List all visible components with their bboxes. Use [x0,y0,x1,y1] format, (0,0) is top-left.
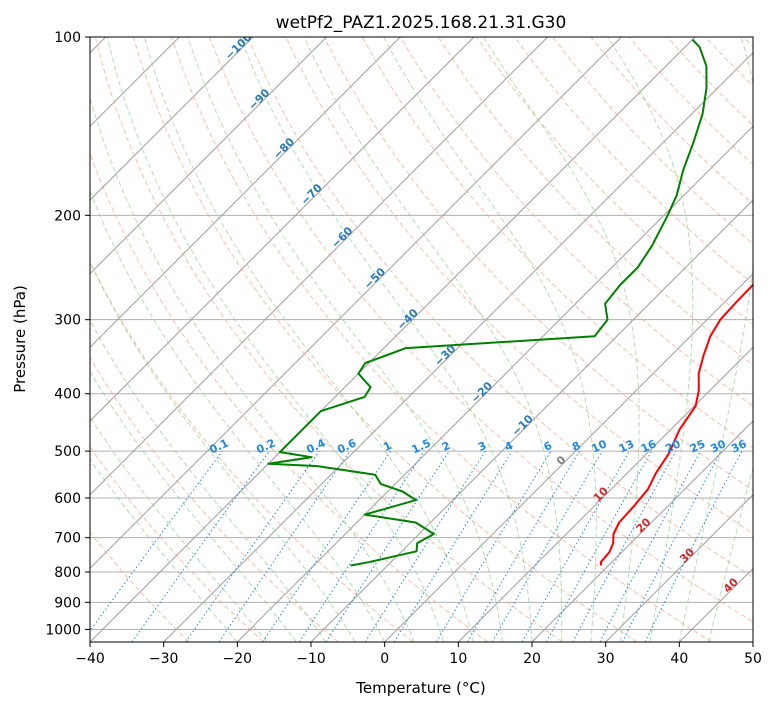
isotherm-label: −10 [509,412,536,439]
moist-adiabat-line [240,37,532,642]
dry-adiabat-line [19,37,413,642]
x-axis-label: Temperature (°C) [355,679,485,697]
dry-adiabat-line [438,37,775,642]
isotherm-label: 30 [677,545,697,565]
y-tick-label: 400 [54,387,81,403]
mixing-ratio-line [468,451,580,642]
mixing-ratio-label: 4 [503,439,516,454]
isotherm-label: −90 [246,86,273,113]
x-tick-label: 10 [449,651,467,667]
x-tick-label: 20 [523,651,541,667]
x-tick-label: 0 [380,651,389,667]
x-tick-label: −40 [75,651,105,667]
chart-title: wetPf2_PAZ1.2025.168.21.31.G30 [276,13,567,33]
isotherm-label: −70 [298,181,325,208]
mixing-ratio-label: 20 [663,437,683,455]
y-tick-label: 300 [54,313,81,329]
isotherm-label: −60 [329,224,356,251]
y-tick-label: 800 [54,565,81,581]
x-tick-label: −30 [149,651,179,667]
mixing-ratio-label: 6 [542,439,555,454]
isotherm-line [164,37,769,642]
y-tick-label: 1000 [45,622,81,638]
isotherm-label: −100 [223,30,255,62]
moist-adiabats [0,37,775,642]
isotherm-label: −20 [469,379,496,406]
y-tick-label: 600 [54,491,81,507]
dry-adiabat-line [57,37,488,642]
y-tick-label: 200 [54,208,81,224]
mixing-ratio-line [219,451,350,642]
isotherm-label: 20 [634,515,654,535]
mixing-ratio-lines [82,451,742,642]
dry-adiabat-line [133,37,637,642]
dewpoint-profile-line [268,40,706,566]
mixing-ratio-label: 1.5 [410,436,433,456]
mixing-ratio-line [299,451,424,642]
isotherm-line [0,37,327,642]
mixing-ratio-label: 0.2 [254,436,277,456]
isotherm-line [0,37,253,642]
mixing-ratio-line [600,451,701,642]
mixing-ratio-label: 25 [688,437,707,455]
moist-adiabat-line [0,37,267,642]
dry-adiabat-line [172,37,712,642]
plot-frame [90,37,753,642]
mixing-ratio-label: 10 [589,437,609,455]
isotherm-line [385,37,775,642]
mixing-ratio-line [326,451,449,642]
x-tick-label: 40 [670,651,688,667]
dry-adiabat-line [744,37,775,642]
x-tick-label: −10 [296,651,326,667]
mixing-ratio-label: 0.6 [335,436,358,456]
x-tick-label: 30 [597,651,615,667]
isotherm-label: −50 [362,265,389,292]
moist-adiabat-line [188,37,503,642]
isotherm-line [90,37,695,642]
mixing-ratio-line [263,451,391,642]
sounding-series [268,37,775,566]
y-tick-label: 900 [54,595,81,611]
isotherm-line [458,37,775,642]
isotherm-line [0,37,400,642]
moist-adiabat-line [483,37,639,642]
y-axis-label: Pressure (hPa) [11,285,29,393]
x-tick-label: 50 [744,651,762,667]
mixing-ratio-line [546,451,651,642]
isotherm-label: −80 [271,135,298,162]
mixing-ratio-label: 30 [708,437,728,455]
moist-adiabat-line [144,37,473,642]
y-tick-label: 500 [54,444,81,460]
mixing-ratio-label: 0.4 [304,436,327,456]
y-tick-label: 100 [54,30,81,46]
moist-adiabat-line [304,37,561,642]
isotherm-line [753,37,775,642]
dry-adiabat-line [0,37,338,642]
dry-adiabat-line [553,37,775,642]
mixing-ratio-label: 0.1 [207,436,230,456]
y-tick-label: 700 [54,531,81,547]
mixing-ratio-label: 1 [381,439,393,454]
isotherm-line [0,37,474,642]
isotherm-line [237,37,775,642]
mixing-ratio-label: 3 [476,439,488,454]
mixing-ratio-line [82,451,223,642]
dry-adiabat-line [705,37,775,642]
moist-adiabat-line [608,37,693,642]
moist-adiabat-line [23,37,356,642]
mixing-ratio-label: 16 [639,437,659,455]
mixing-ratio-label: 2 [440,439,452,454]
moist-adiabat-line [0,37,237,642]
isotherm-label: 40 [721,575,741,595]
x-tick-label: −20 [223,651,253,667]
mixing-ratio-label: 36 [729,437,749,455]
mixing-ratio-label: 13 [617,437,636,455]
